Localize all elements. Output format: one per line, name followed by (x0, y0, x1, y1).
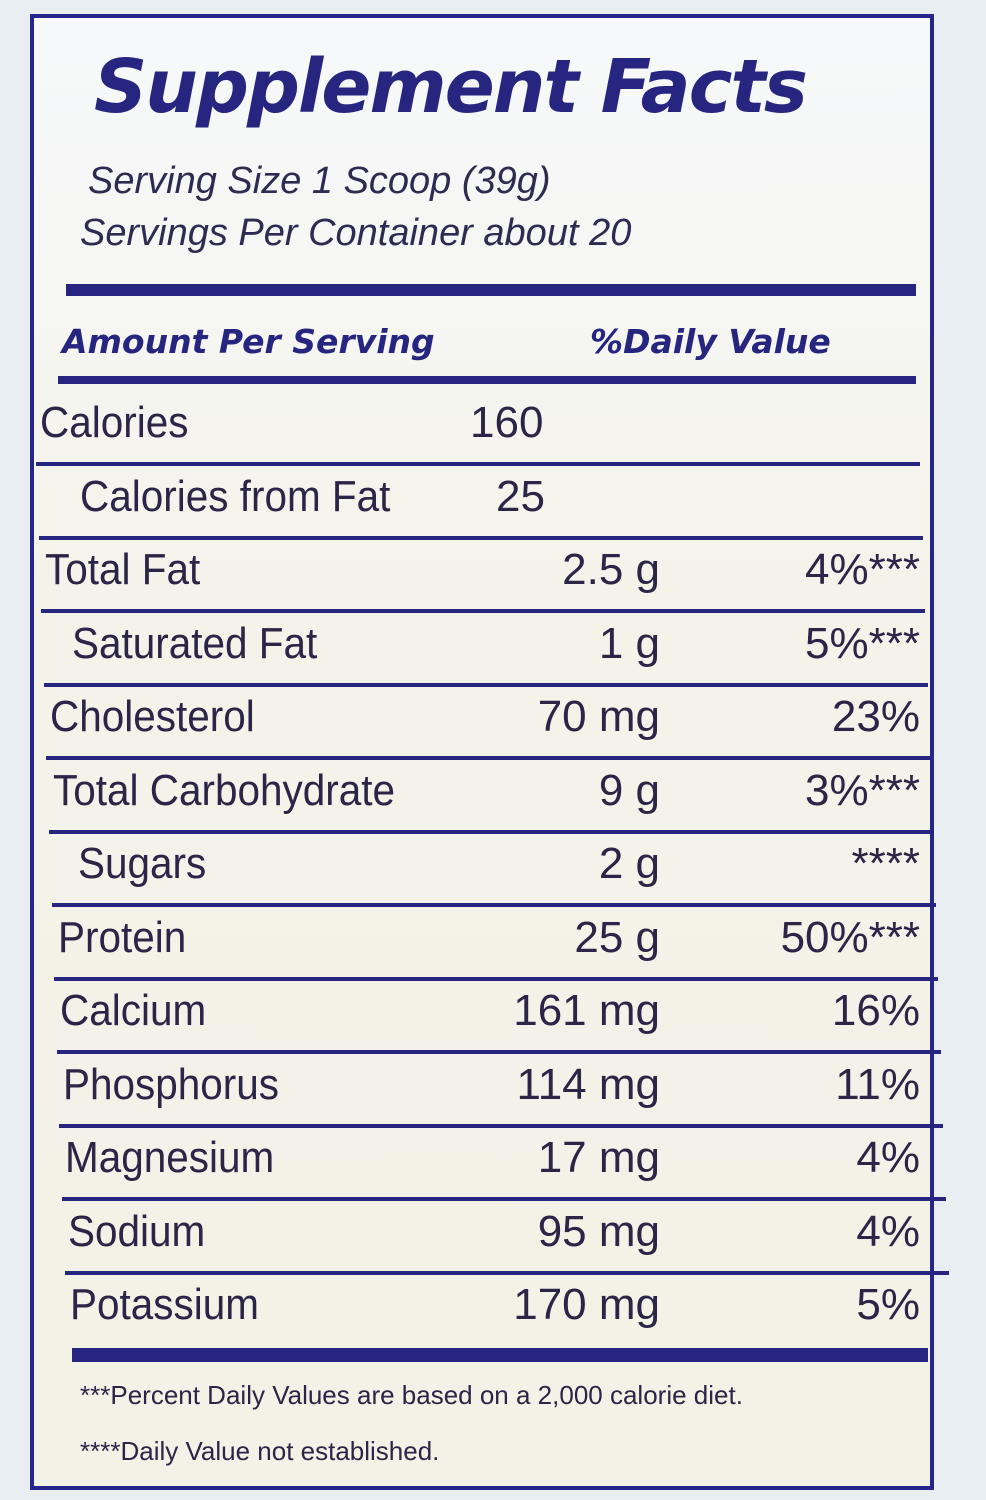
servings-per-container: Servings Per Container about 20 (80, 212, 632, 254)
nutrient-daily-value: 50%*** (780, 913, 920, 962)
nutrient-name: Total Carbohydrate (53, 766, 396, 815)
row-divider (57, 1050, 941, 1054)
nutrient-daily-value: 11% (835, 1060, 920, 1109)
row-divider (52, 903, 936, 907)
nutrient-amount: 2 g (598, 839, 660, 888)
nutrient-daily-value: 4% (856, 1207, 920, 1256)
row-divider (49, 830, 933, 834)
nutrient-daily-value: 16% (831, 986, 920, 1035)
nutrient-amount: 114 mg (516, 1060, 661, 1109)
nutrient-name: Potassium (70, 1280, 259, 1329)
nutrient-amount: 9 g (598, 766, 660, 815)
nutrient-daily-value: 5%*** (805, 619, 920, 668)
thick-divider-bottom (72, 1348, 928, 1362)
panel-title: Supplement Facts (94, 44, 808, 130)
nutrient-amount: 95 mg (537, 1207, 660, 1256)
row-divider (41, 609, 925, 613)
daily-value-header: %Daily Value (590, 322, 831, 361)
nutrient-amount: 17 mg (537, 1133, 660, 1182)
nutrient-daily-value: 5% (856, 1280, 920, 1329)
nutrient-name: Sugars (78, 839, 207, 888)
footnote-not-established: ****Daily Value not established. (80, 1436, 440, 1466)
nutrient-amount: 25 g (574, 913, 660, 962)
serving-size: Serving Size 1 Scoop (39g) (88, 160, 551, 202)
nutrient-name: Phosphorus (63, 1060, 280, 1109)
thick-divider-top (66, 284, 916, 296)
row-divider (65, 1271, 949, 1275)
footnote-daily-values: ***Percent Daily Values are based on a 2… (80, 1380, 743, 1410)
nutrient-name: Calories (40, 398, 189, 447)
nutrient-name: Total Fat (45, 545, 201, 594)
nutrient-amount: 1 g (598, 619, 660, 668)
supplement-facts-panel (30, 14, 934, 1490)
row-divider (54, 977, 938, 981)
nutrient-daily-value: 4%*** (805, 545, 920, 594)
nutrient-name: Calories from Fat (80, 472, 391, 521)
nutrient-amount: 161 mg (513, 986, 660, 1035)
nutrient-name: Calcium (60, 986, 207, 1035)
nutrient-amount: 70 mg (537, 692, 660, 741)
header-divider (58, 376, 916, 384)
row-divider (44, 683, 928, 687)
row-divider (59, 1124, 943, 1128)
amount-per-serving-header: Amount Per Serving (62, 322, 435, 361)
nutrient-daily-value: 23% (831, 692, 920, 741)
nutrient-daily-value: 3%*** (805, 766, 920, 815)
row-divider (46, 756, 930, 760)
row-divider (39, 536, 923, 540)
nutrient-amount: 25 (496, 472, 545, 521)
row-divider (62, 1197, 946, 1201)
nutrient-daily-value: **** (851, 839, 921, 888)
nutrient-amount: 170 mg (513, 1280, 660, 1329)
nutrient-daily-value: 4% (856, 1133, 920, 1182)
row-divider (36, 462, 920, 466)
nutrient-name: Saturated Fat (72, 619, 318, 668)
nutrient-name: Sodium (68, 1207, 206, 1256)
nutrient-name: Protein (58, 913, 187, 962)
nutrient-amount: 160 (470, 398, 544, 447)
nutrient-name: Magnesium (65, 1133, 275, 1182)
nutrient-name: Cholesterol (50, 692, 255, 741)
nutrient-amount: 2.5 g (562, 545, 660, 594)
